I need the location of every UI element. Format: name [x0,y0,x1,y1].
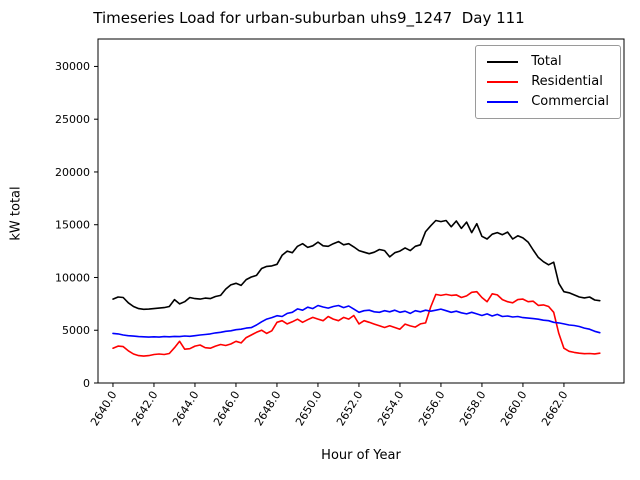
x-tick-label: 2660.0 [498,389,529,429]
x-tick-label: 2662.0 [539,389,570,429]
y-tick-label: 10000 [55,271,90,284]
x-tick-label: 2650.0 [293,389,324,429]
x-tick-label: 2640.0 [88,389,119,429]
chart-title: Timeseries Load for urban-suburban uhs9_… [93,9,525,27]
series-line-total [112,219,601,311]
legend-item-residential: Residential [487,72,609,92]
legend-label-commercial: Commercial [531,94,609,109]
residential-line-swatch [487,81,519,83]
legend: Total Residential Commercial [475,45,621,119]
y-tick-label: 30000 [55,60,90,73]
axes-frame [97,38,625,384]
commercial-line-swatch [487,101,519,103]
x-tick-label: 2646.0 [211,389,242,429]
series-line-commercial [112,304,601,338]
x-tick-label: 2658.0 [457,389,488,429]
total-line-swatch [487,61,519,63]
y-tick-label: 25000 [55,113,90,126]
x-tick-label: 2648.0 [252,389,283,429]
x-tick-label: 2654.0 [375,389,406,429]
x-tick-label: 2652.0 [334,389,365,429]
y-tick-label: 20000 [55,166,90,179]
legend-label-residential: Residential [531,74,603,89]
x-axis-label: Hour of Year [321,448,401,463]
x-tick-label: 2642.0 [129,389,160,429]
y-tick-label: 5000 [62,324,90,337]
y-tick-label: 15000 [55,219,90,232]
series-line-residential [112,290,601,357]
y-tick-label: 0 [83,377,90,390]
legend-label-total: Total [531,54,562,69]
legend-item-commercial: Commercial [487,92,609,112]
x-tick-label: 2656.0 [416,389,447,429]
legend-item-total: Total [487,52,609,72]
x-tick-label: 2644.0 [170,389,201,429]
